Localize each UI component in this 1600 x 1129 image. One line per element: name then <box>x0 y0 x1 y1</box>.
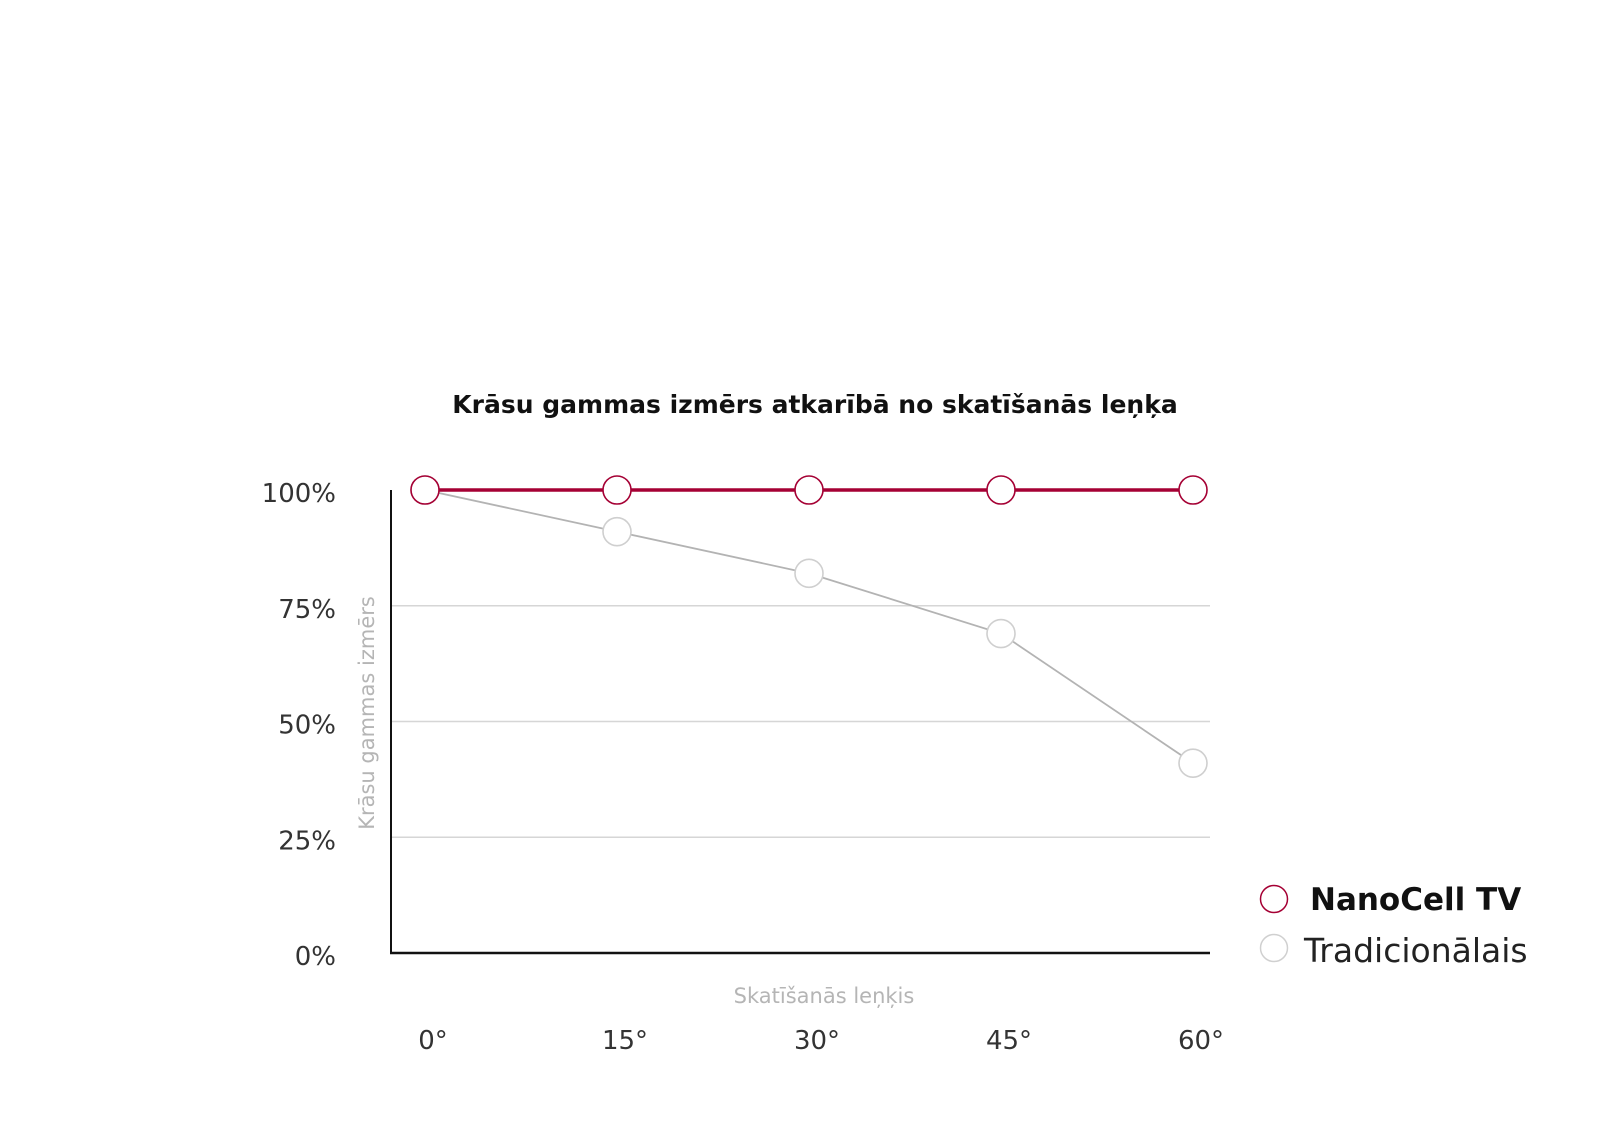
chart-title: Krāsu gammas izmērs atkarībā no skatīšan… <box>452 390 1177 419</box>
data-point-traditional <box>794 558 824 589</box>
x-tick-label: 30° <box>794 1026 840 1056</box>
y-tick-label: 0% <box>295 942 336 972</box>
series-group <box>410 475 1208 778</box>
data-point-traditional <box>986 618 1016 649</box>
x-axis-label: Skatīšanās leņķis <box>734 984 915 1008</box>
x-tick-label: 45° <box>986 1026 1032 1056</box>
x-tick-label: 0° <box>418 1026 448 1056</box>
gridlines <box>391 605 1210 838</box>
legend-marker-traditional <box>1259 933 1289 963</box>
data-point-nanocell <box>1178 475 1208 505</box>
data-point-nanocell <box>986 475 1016 505</box>
legend-marker-nanocell <box>1259 884 1289 914</box>
data-point-nanocell <box>602 475 632 505</box>
x-tick-label: 15° <box>602 1026 648 1056</box>
y-tick-label: 100% <box>262 479 336 509</box>
y-axis-label: Krāsu gammas izmērs <box>355 596 379 830</box>
legend-label-traditional: Tradicionālais <box>1303 931 1528 970</box>
data-point-nanocell <box>410 475 440 505</box>
x-tick-labels: 0° 15° 30° 45° 60° <box>418 1026 1224 1056</box>
data-point-traditional <box>602 516 632 547</box>
y-tick-label: 75% <box>278 595 336 625</box>
data-point-nanocell <box>794 475 824 505</box>
y-tick-label: 25% <box>278 826 336 856</box>
y-tick-label: 50% <box>278 711 336 741</box>
data-point-traditional <box>1178 748 1208 778</box>
legend: NanoCell TV Tradicionālais <box>1259 882 1528 970</box>
legend-label-nanocell: NanoCell TV <box>1310 882 1521 918</box>
x-tick-label: 60° <box>1178 1026 1224 1056</box>
y-tick-labels: 0% 25% 50% 75% 100% <box>262 479 336 972</box>
